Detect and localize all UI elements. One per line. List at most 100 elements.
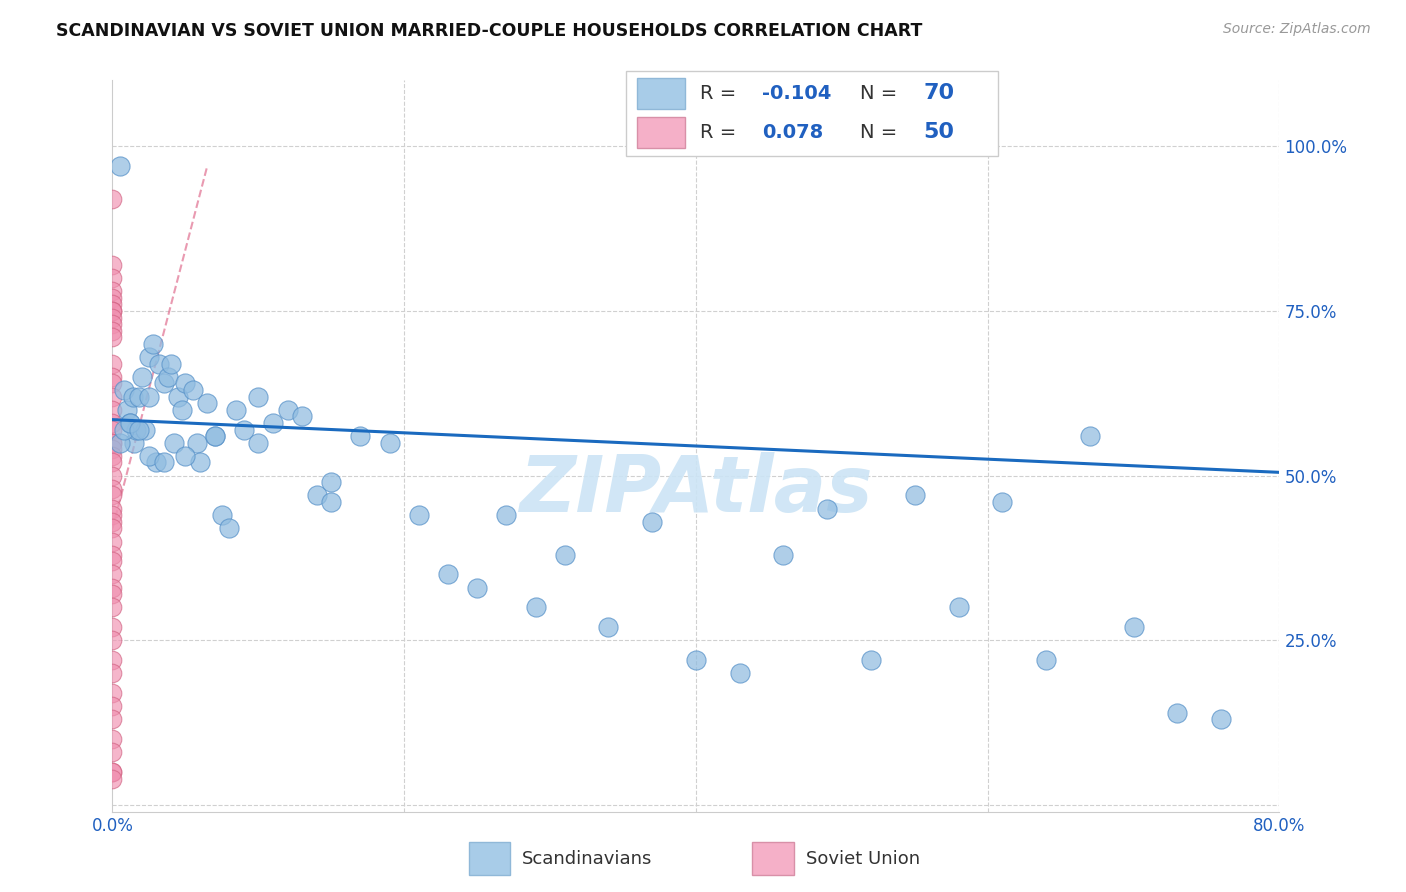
Point [101,581,124,595]
Text: -0.104: -0.104 [762,84,831,103]
Point [247,435,270,450]
Bar [752,842,794,874]
Bar [637,78,685,109]
Point [291,409,314,424]
Point [188,455,211,469]
Point [186,435,208,450]
Point [101,508,124,523]
Point [108,159,131,173]
Point [321,475,343,490]
Point [101,330,124,344]
Point [101,746,124,760]
Point [115,402,138,417]
Point [101,310,124,325]
Point [101,515,124,529]
Point [101,765,124,780]
Point [101,713,124,727]
Point [174,449,197,463]
Point [247,390,270,404]
Point [142,336,165,351]
Point [321,495,343,509]
Point [495,508,517,523]
Point [1166,706,1188,720]
Point [101,482,124,496]
Point [524,600,547,615]
Point [101,376,124,391]
Text: N =: N = [860,84,904,103]
Point [134,423,156,437]
Text: R =: R = [700,84,742,103]
Point [101,620,124,634]
Point [101,357,124,371]
Point [204,429,226,443]
Point [101,600,124,615]
Point [305,488,328,502]
Point [101,390,124,404]
Point [152,455,174,469]
Point [101,304,124,318]
Text: Source: ZipAtlas.com: Source: ZipAtlas.com [1223,22,1371,37]
Point [108,435,131,450]
Point [101,455,124,469]
Point [101,423,124,437]
Point [641,515,664,529]
Point [101,653,124,667]
Point [101,402,124,417]
Text: Scandinavians: Scandinavians [522,849,652,868]
Point [101,567,124,582]
Point [349,429,371,443]
Point [101,554,124,568]
Point [437,567,460,582]
Point [124,435,146,450]
Point [408,508,430,523]
Point [101,468,124,483]
Point [195,396,218,410]
Point [204,429,226,443]
Point [465,581,488,595]
Point [138,350,160,364]
Point [101,271,124,285]
Point [128,390,150,404]
Point [904,488,927,502]
Point [138,390,160,404]
Point [101,633,124,648]
Point [218,521,240,535]
Bar [637,117,685,147]
Point [101,521,124,535]
Point [232,423,254,437]
Point [101,297,124,311]
Point [167,390,190,404]
Point [101,435,124,450]
Text: ZIPAtlas: ZIPAtlas [519,452,873,528]
Point [156,369,179,384]
Text: 70: 70 [924,83,955,103]
Point [101,416,124,430]
Point [101,291,124,305]
Text: 0.078: 0.078 [762,123,823,142]
Point [598,620,620,634]
Point [101,304,124,318]
Point [112,383,135,397]
Point [211,508,233,523]
Point [172,402,194,417]
Point [991,495,1014,509]
Bar [470,842,510,874]
Point [101,258,124,272]
Point [152,376,174,391]
Point [101,501,124,516]
Point [101,548,124,562]
Point [859,653,883,667]
Point [118,416,141,430]
Point [1209,713,1232,727]
Point [131,369,153,384]
Point [101,324,124,338]
Point [101,587,124,601]
Point [128,423,150,437]
Text: Soviet Union: Soviet Union [806,849,920,868]
Point [122,390,145,404]
Point [101,686,124,700]
Point [262,416,284,430]
Point [1078,429,1101,443]
Point [378,435,401,450]
Point [101,699,124,714]
